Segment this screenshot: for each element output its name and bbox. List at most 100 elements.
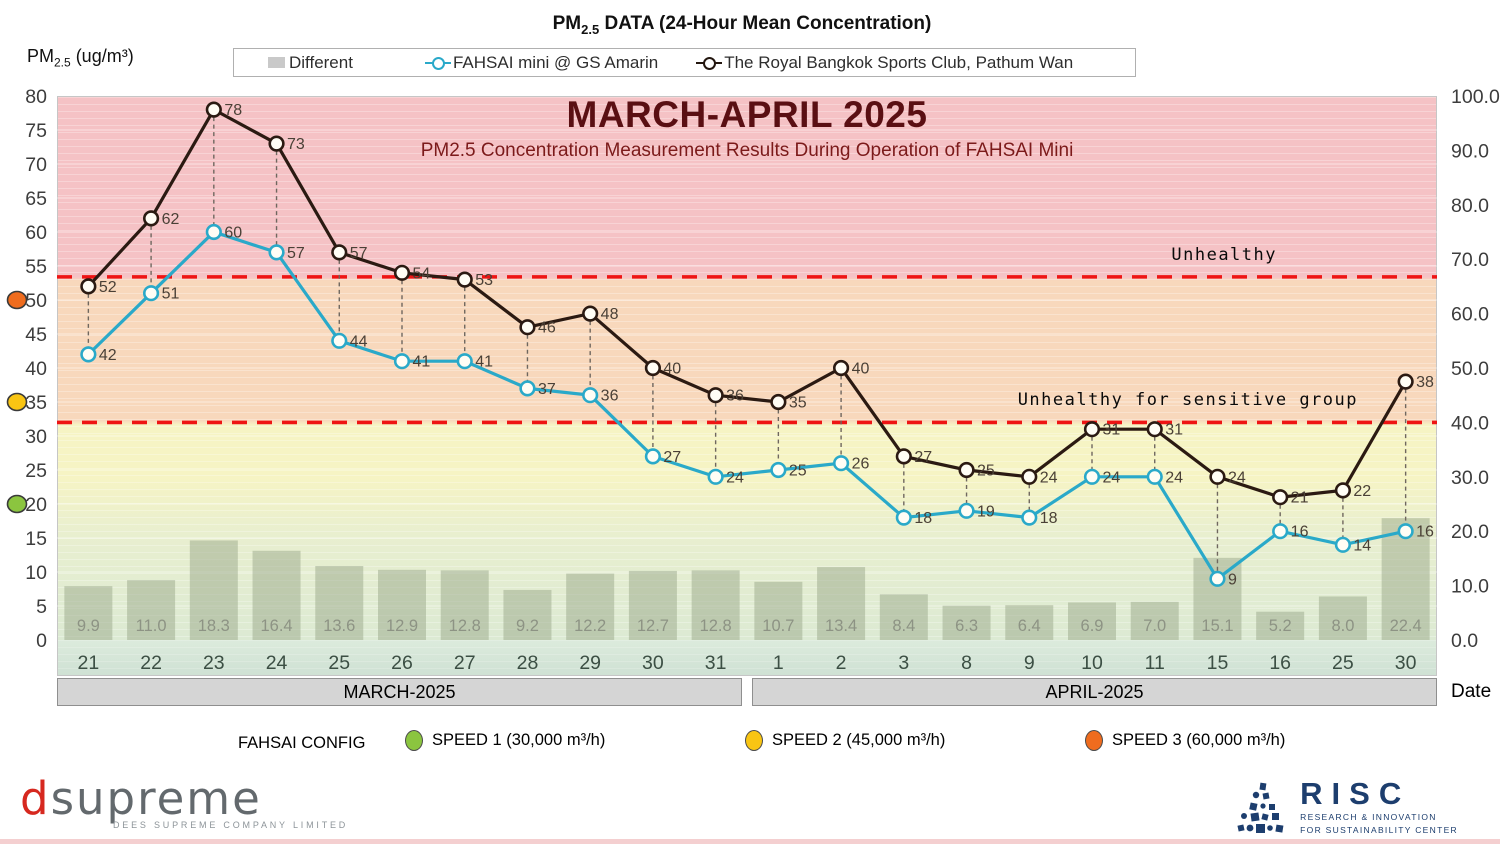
station-point [205,101,222,118]
right-axis-tick-label: 60.0 [1451,304,1489,326]
station-point [895,448,912,465]
date-tick-label: 15 [1207,652,1229,674]
left-axis-tick-label: 45 [25,324,47,346]
fahsai-point [80,346,97,363]
diff-bar [1005,605,1054,640]
left-axis-tick-label: 75 [25,120,47,142]
diff-bar-value: 6.4 [1018,617,1041,635]
station-point [1209,468,1226,485]
legend-item-different: Different [268,53,353,73]
left-axis-tick-label: 10 [25,562,47,584]
month-band-march: MARCH-2025 [57,678,742,706]
diff-bar [1068,602,1116,640]
station-point [1334,482,1352,499]
fahsai-value-label: 16 [1416,524,1434,541]
date-tick-label: 26 [391,652,413,674]
speed-marker-dot [6,392,28,412]
station-value-label: 62 [162,211,180,228]
diff-bar-value: 5.2 [1269,617,1292,635]
line-circle-icon [696,56,723,70]
diff-bar-value: 13.4 [825,617,857,635]
fahsai-point [958,502,975,519]
fahsai-point [770,461,787,479]
diff-bar-value: 7.0 [1143,617,1166,635]
fahsai-point [644,448,662,465]
left-axis-tick-label: 60 [25,222,47,244]
date-tick-label: 10 [1081,652,1103,674]
diff-bar [252,550,301,640]
fahsai-value-label: 37 [538,381,556,398]
config-item-speed2: SPEED 2 (45,000 m³/h) [745,730,945,751]
diff-bar [942,605,991,640]
station-value-label: 46 [538,320,556,337]
fahsai-point [456,353,473,370]
fahsai-point [268,244,285,261]
bottom-accent-strip [0,839,1500,844]
risc-logo-mark-icon [1237,782,1284,833]
left-axis-tick-label: 20 [25,494,47,516]
station-line [87,107,1408,499]
diff-bar-value: 8.0 [1331,617,1354,635]
speed1-dot-icon [405,730,423,751]
speed3-dot-icon [1085,730,1103,751]
fahsai-value-label: 16 [1291,524,1309,541]
fahsai-point [895,509,912,526]
station-value-label: 35 [789,395,807,412]
legend-label: Different [289,52,353,72]
station-value-label: 24 [1040,469,1058,486]
date-tick-label: 29 [579,652,601,674]
line-circle-icon [424,56,451,70]
fahsai-value-label: 42 [99,347,117,364]
station-point [958,461,975,479]
speed-marker-dot [6,290,28,310]
date-tick-label: 8 [961,652,972,674]
risc-logo: RISC RESEARCH & INNOVATION FOR SUSTAINAB… [1236,778,1458,837]
fahsai-point [519,380,536,397]
fahsai-value-label: 24 [1103,469,1121,486]
fahsai-value-label: 60 [224,225,242,242]
chart-subtitle: PM2.5 Concentration Measurement Results … [420,140,1074,161]
legend-item-fahsai: FAHSAI mini @ GS Amarin [424,53,658,73]
left-axis-tick-label: 50 [25,290,47,312]
station-value-label: 53 [475,272,493,289]
right-axis-tick-label: 0.0 [1451,630,1478,652]
diff-bar [817,567,866,640]
date-tick-label: 27 [454,652,476,674]
date-tick-label: 3 [898,652,909,674]
station-point [456,271,473,288]
fahsai-value-label: 57 [287,245,305,262]
date-tick-label: 25 [1332,652,1354,674]
left-axis-tick-label: 80 [25,86,47,108]
page-title-pm: PM [552,13,582,34]
diff-bar [691,570,740,640]
left-axis-tick-label: 25 [25,460,47,482]
fahsai-point [582,387,599,404]
left-axis-tick-label: 35 [25,392,47,414]
diff-bar [127,580,176,640]
fahsai-value-label: 44 [350,333,368,350]
station-point [519,319,536,336]
diff-bar [440,570,489,640]
fahsai-point [707,468,724,485]
right-axis-tick-label: 100.0 [1451,86,1500,108]
station-value-label: 36 [726,388,744,405]
station-value-label: 31 [1165,422,1183,439]
diff-bar [628,570,677,640]
risc-tagline-1: RESEARCH & INNOVATION [1300,812,1437,822]
station-value-label: 25 [977,463,995,480]
right-axis-tick-label: 70.0 [1451,249,1489,271]
station-value-label: 48 [601,306,619,323]
y-axis-title: PM2.5 (ug/m³) [27,46,134,70]
station-point [331,244,348,261]
diff-bar-value: 12.2 [574,617,606,635]
station-value-label: 38 [1416,374,1434,391]
station-point [1021,468,1038,485]
station-point [1083,421,1101,438]
diff-bar-value: 16.4 [260,617,292,635]
date-tick-label: 31 [705,652,727,674]
config-item-label: SPEED 2 (45,000 m³/h) [772,731,946,749]
chart-title: MARCH-APRIL 2025 [566,94,928,135]
legend-item-station: The Royal Bangkok Sports Club, Pathum Wa… [696,53,1073,73]
